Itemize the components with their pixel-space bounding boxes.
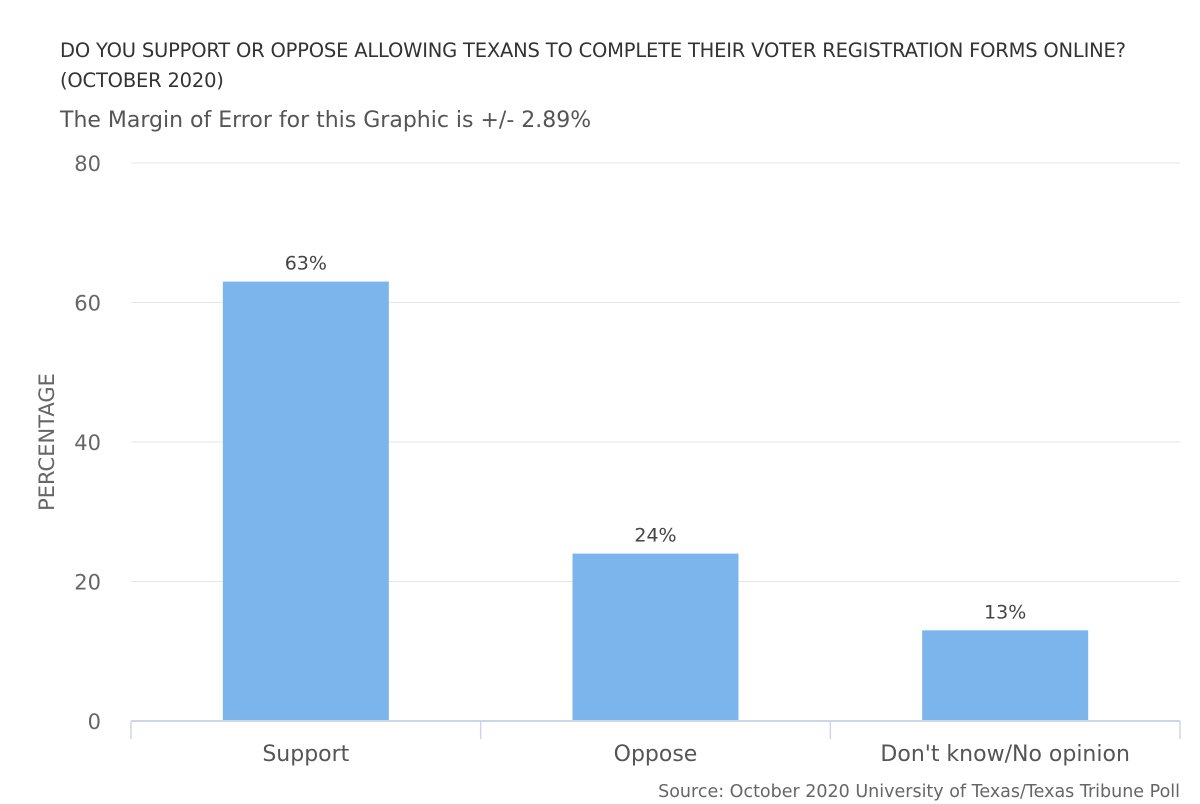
bar [922,630,1089,721]
x-tick-label: Support [262,742,349,767]
data-labels: 63% 24% 13% [285,253,1027,624]
x-tick-label: Don't know/No opinion [880,742,1129,767]
data-label: 24% [634,525,676,547]
bars [222,281,1089,721]
source-note: Source: October 2020 University of Texas… [658,782,1180,802]
y-tick-label: 60 [74,292,101,316]
y-axis-tick-labels: 0 20 40 60 80 [74,152,101,734]
y-tick-label: 20 [74,571,101,595]
y-tick-label: 40 [74,431,101,455]
chart-subtitle: The Margin of Error for this Graphic is … [60,108,592,133]
data-label: 13% [984,601,1026,623]
x-axis [130,720,1181,739]
chart-title: DO YOU SUPPORT OR OPPOSE ALLOWING TEXANS… [60,39,1126,92]
bar [222,281,389,721]
data-label: 63% [285,253,327,275]
y-tick-label: 0 [88,710,101,734]
y-axis-label: PERCENTAGE [35,373,59,511]
y-tick-label: 80 [74,152,101,176]
x-axis-tick-labels: Support Oppose Don't know/No opinion [262,742,1130,767]
bar [572,553,739,721]
x-tick-label: Oppose [614,742,698,767]
